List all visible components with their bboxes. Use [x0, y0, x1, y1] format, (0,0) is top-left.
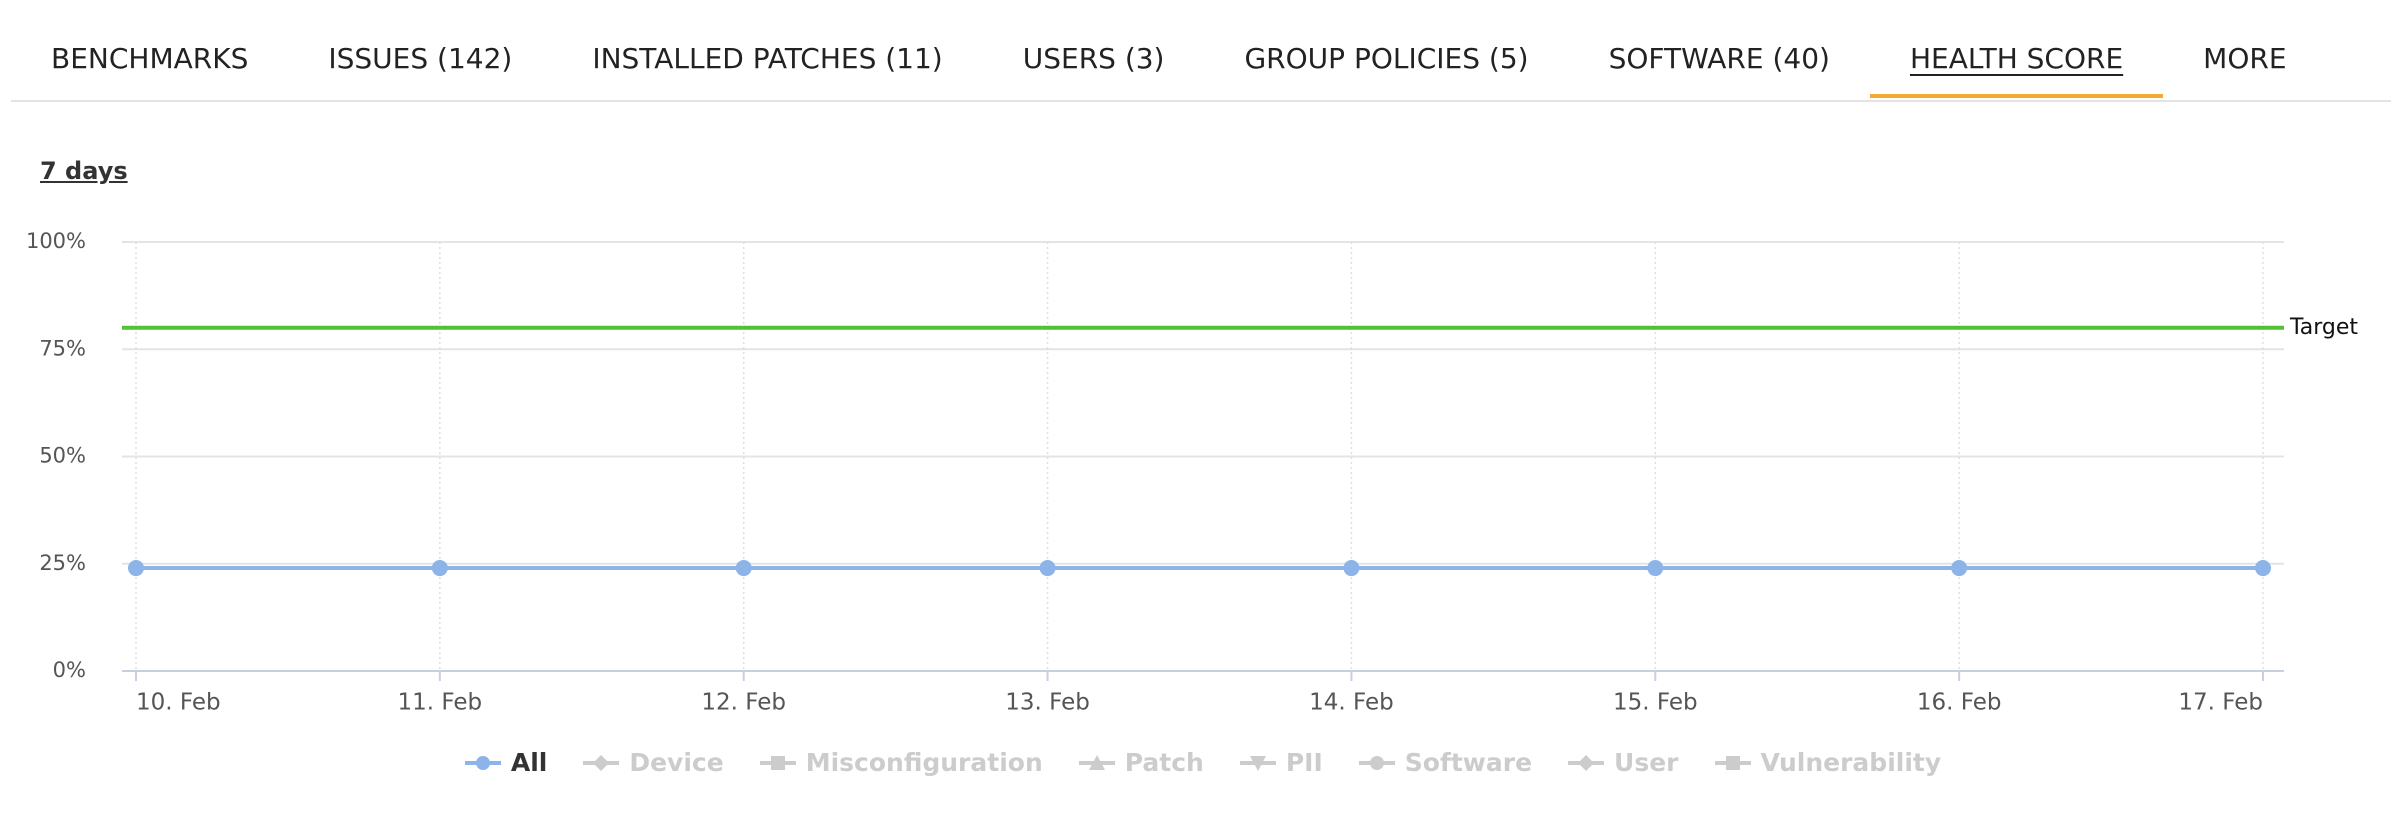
- y-tick-label: 50%: [39, 444, 86, 468]
- point: [1039, 560, 1056, 577]
- x-tick-label: 14. Feb: [1309, 690, 1394, 716]
- point: [1343, 560, 1360, 577]
- legend-marker: [1578, 754, 1595, 771]
- legend-icon: [583, 754, 620, 771]
- point: [1647, 560, 1664, 577]
- tab-bar: BENCHMARKS ISSUES (142) INSTALLED PATCHES …: [11, 0, 2391, 102]
- y-tick-label: 25%: [39, 551, 86, 575]
- legend-icon: [1078, 754, 1115, 770]
- x-tick-label: 13. Feb: [1005, 690, 1090, 716]
- legend-item[interactable]: Misconfiguration: [758, 748, 1043, 777]
- legend-icon: [1568, 754, 1605, 771]
- legend-icon: [464, 755, 501, 770]
- x-tick-label: 17. Feb: [2178, 690, 2263, 716]
- legend-label: PII: [1285, 748, 1323, 777]
- legend-marker: [1249, 755, 1266, 771]
- legend: All Device Misconfiguration Patch PII Softwar…: [0, 748, 2404, 777]
- legend-icon: [1714, 755, 1751, 770]
- legend-marker: [1088, 754, 1105, 770]
- point: [2255, 560, 2271, 577]
- target-label: Target: [2289, 315, 2358, 340]
- legend-label: User: [1614, 748, 1679, 777]
- legend-item[interactable]: Software: [1357, 748, 1532, 777]
- legend-icon: [1358, 755, 1395, 770]
- legend-marker: [1725, 755, 1740, 770]
- point: [431, 560, 448, 577]
- legend-label: All: [510, 748, 548, 777]
- legend-item[interactable]: All: [463, 748, 548, 777]
- point: [735, 560, 752, 577]
- y-tick-label: 100%: [26, 229, 86, 253]
- legend-label: Device: [629, 748, 724, 777]
- tab[interactable]: MORE: [2203, 42, 2287, 75]
- legend-label: Software: [1404, 748, 1533, 777]
- legend-item[interactable]: User: [1566, 748, 1679, 777]
- legend-item[interactable]: Device: [581, 748, 724, 777]
- tab[interactable]: INSTALLED PATCHES (11): [592, 42, 943, 75]
- point: [128, 560, 144, 577]
- legend-item[interactable]: PII: [1238, 748, 1323, 777]
- x-tick-label: 15. Feb: [1613, 690, 1698, 716]
- legend-item[interactable]: Patch: [1077, 748, 1204, 777]
- legend-item[interactable]: Vulnerability: [1713, 748, 1942, 777]
- tab[interactable]: ISSUES (142): [328, 42, 513, 75]
- legend-label: Patch: [1124, 748, 1204, 777]
- tab[interactable]: SOFTWARE (40): [1608, 42, 1830, 75]
- x-tick-label: 16. Feb: [1917, 690, 2002, 716]
- legend-icon: [759, 755, 796, 770]
- y-tick-label: 0%: [53, 658, 86, 682]
- legend-marker: [593, 754, 610, 771]
- x-tick-label: 11. Feb: [398, 690, 483, 716]
- range-label[interactable]: 7 days: [40, 157, 128, 185]
- legend-label: Vulnerability: [1760, 748, 1942, 777]
- legend-icon: [1239, 755, 1276, 771]
- legend-label: Misconfiguration: [805, 748, 1043, 777]
- legend-marker: [1369, 755, 1384, 770]
- tab[interactable]: GROUP POLICIES (5): [1244, 42, 1529, 75]
- tab[interactable]: HEALTH SCORE: [1869, 0, 2164, 98]
- legend-marker: [770, 755, 785, 770]
- y-tick-label: 75%: [39, 336, 86, 360]
- legend-marker: [475, 755, 490, 770]
- x-tick-label: 10. Feb: [136, 690, 221, 716]
- tab[interactable]: BENCHMARKS: [51, 42, 249, 75]
- tab[interactable]: USERS (3): [1022, 42, 1165, 75]
- point: [1951, 560, 1968, 577]
- x-tick-label: 12. Feb: [701, 690, 786, 716]
